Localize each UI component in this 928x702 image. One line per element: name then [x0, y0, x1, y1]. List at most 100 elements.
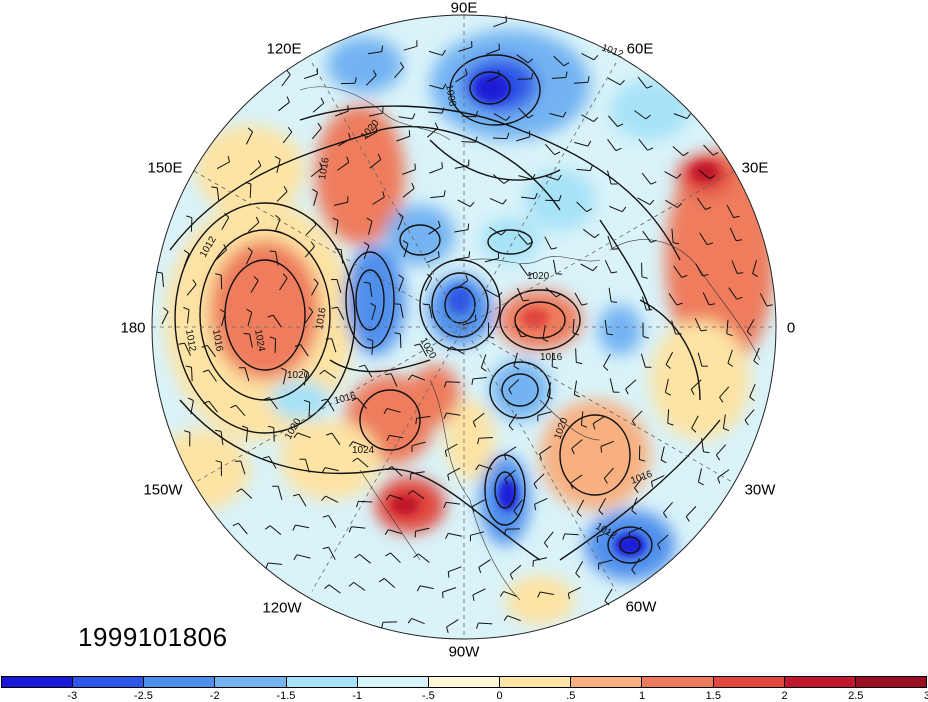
- wind-barb-shaft: [411, 374, 426, 381]
- wind-barb-shaft: [553, 55, 565, 67]
- wind-barb-shaft: [546, 382, 552, 397]
- wind-barb-flag: [533, 483, 538, 490]
- wind-barb-flag: [332, 217, 339, 221]
- wind-barb-shaft: [388, 529, 402, 535]
- wind-barb-shaft: [328, 584, 341, 594]
- wind-barb-shaft: [600, 440, 615, 447]
- wind-barb-flag: [354, 553, 360, 559]
- wind-barb-shaft: [428, 226, 441, 235]
- wind-barb-shaft: [575, 560, 584, 574]
- wind-barb-shaft: [399, 333, 402, 349]
- wind-barb-flag: [685, 516, 690, 522]
- wind-barb-shaft: [337, 161, 350, 171]
- wind-barb-shaft: [480, 354, 487, 368]
- wind-barb-flag: [642, 336, 650, 339]
- wind-barb-shaft: [641, 296, 647, 311]
- wind-barb-flag: [478, 567, 482, 574]
- wind-barb-shaft: [609, 205, 623, 213]
- wind-barb-flag: [324, 584, 330, 589]
- colorbar-label: -1.5: [276, 690, 296, 702]
- wind-barb-shaft: [247, 222, 260, 232]
- colorbar-label: -2: [209, 690, 220, 702]
- wind-barb-shaft: [328, 515, 337, 528]
- wind-barb-shaft: [398, 116, 413, 120]
- wind-barb-flag: [411, 182, 415, 189]
- wind-barb-shaft: [660, 446, 665, 461]
- wind-barb-flag: [657, 543, 661, 550]
- wind-barb-shaft: [478, 464, 493, 470]
- wind-barb-flag: [727, 362, 734, 367]
- colorbar-swatch: [286, 677, 358, 687]
- wind-barb-flag: [215, 460, 222, 463]
- wind-barb-shaft: [241, 488, 253, 499]
- wind-barb-shaft: [485, 289, 499, 298]
- wind-barb-flag: [488, 335, 495, 339]
- isobar-label: 1020: [287, 370, 310, 381]
- wind-barb-shaft: [478, 437, 493, 439]
- wind-barb-shaft: [571, 439, 583, 449]
- wind-barb-flag: [312, 219, 317, 225]
- wind-barb-flag: [662, 512, 668, 519]
- wind-barb-shaft: [430, 195, 445, 199]
- wind-barb-shaft: [607, 139, 617, 151]
- wind-barb-flag: [247, 247, 253, 252]
- wind-barb-shaft: [328, 547, 336, 560]
- wind-barb-flag: [317, 122, 322, 129]
- wind-barb-shaft: [665, 351, 674, 365]
- wind-barb-flag: [576, 511, 582, 517]
- isobar-label: 1016: [317, 156, 332, 180]
- colorbar-swatch: [642, 677, 714, 687]
- wind-barb-flag: [292, 524, 296, 531]
- wind-barb-flag: [557, 174, 562, 181]
- wind-barb-shaft: [517, 233, 528, 245]
- wind-barb-flag: [348, 526, 352, 533]
- wind-barb-shaft: [238, 522, 248, 535]
- wind-barb-flag: [183, 430, 191, 433]
- wind-barb-flag: [744, 419, 749, 426]
- wind-barb-shaft: [518, 175, 533, 180]
- wind-barb-flag: [446, 626, 449, 633]
- wind-barb-flag: [382, 191, 385, 198]
- wind-barb-flag: [379, 577, 385, 583]
- wind-barb-shaft: [513, 499, 523, 512]
- wind-barb-flag: [471, 378, 474, 385]
- wind-barb-flag: [598, 510, 604, 515]
- wind-barb-shaft: [489, 226, 502, 236]
- wind-barb-shaft: [509, 564, 522, 575]
- wind-barb-flag: [265, 562, 269, 569]
- wind-barb-flag: [726, 333, 733, 337]
- wind-barb-flag: [589, 164, 593, 171]
- wind-barb-flag: [576, 361, 583, 365]
- wind-barb-shaft: [484, 257, 499, 263]
- wind-barb-flag: [211, 186, 218, 189]
- wind-barb-flag: [587, 76, 590, 83]
- wind-barb-shaft: [489, 197, 504, 205]
- wind-barb-flag: [723, 427, 730, 432]
- wind-barb-shaft: [335, 220, 339, 235]
- wind-barb-shaft: [640, 353, 646, 368]
- wind-barb-shaft: [426, 127, 439, 138]
- wind-barb-flag: [677, 203, 683, 208]
- wind-barb-shaft: [446, 619, 459, 628]
- wind-barb-shaft: [402, 169, 416, 175]
- wind-barb-shaft: [216, 249, 227, 260]
- wind-barb-flag: [321, 495, 326, 501]
- wind-barb-flag: [411, 113, 416, 120]
- colorbar-swatch: [73, 677, 145, 687]
- wind-barb-shaft: [206, 345, 216, 357]
- wind-barb-shaft: [462, 320, 476, 326]
- wind-barb-shaft: [576, 168, 591, 172]
- wind-barb-shaft: [534, 497, 548, 505]
- wind-barb-shaft: [472, 412, 485, 423]
- wind-barb-flag: [402, 240, 409, 245]
- wind-barb-flag: [683, 151, 689, 157]
- wind-barb-flag: [709, 174, 715, 180]
- wind-barb-shaft: [493, 112, 507, 121]
- wind-barb-flag: [301, 368, 308, 373]
- wind-barb-flag: [262, 456, 270, 459]
- colorbar-swatch: [215, 677, 287, 687]
- lon-label-150e: 150E: [147, 159, 183, 177]
- wind-barb-shaft: [311, 127, 322, 140]
- wind-barb-shaft: [429, 84, 444, 90]
- wind-barb-shaft: [161, 311, 169, 325]
